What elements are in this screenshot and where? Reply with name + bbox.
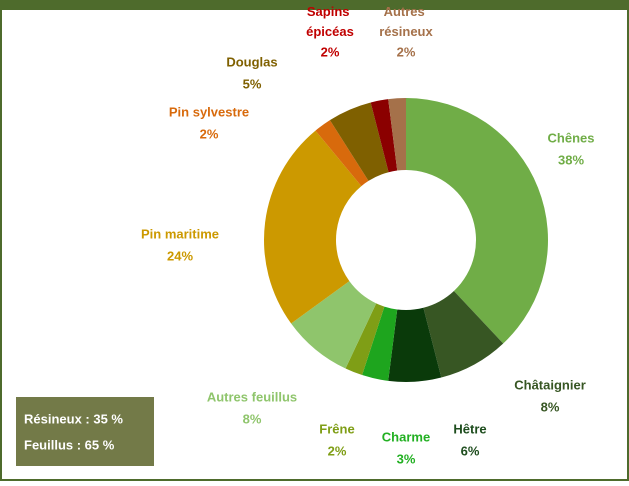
slice-value-label: 38% [558, 152, 584, 167]
donut-slice [370, 99, 398, 173]
slice-value-label: 3% [397, 451, 416, 466]
donut-slice [388, 307, 442, 382]
slice-value-label: 2% [397, 44, 416, 59]
donut-slice [423, 291, 504, 378]
slice-label: Autres feuillus [207, 389, 297, 404]
donut-slice [264, 130, 362, 324]
slice-value-label: 2% [321, 44, 340, 59]
donut-slice [329, 102, 389, 181]
slice-value-label: 5% [243, 76, 262, 91]
slice-value-label: 2% [200, 126, 219, 141]
slice-value-label: 8% [243, 411, 262, 426]
donut-slice [362, 306, 398, 381]
donut-slice [406, 98, 548, 344]
summary-text: Feuillus : 65 % [24, 437, 115, 452]
donut-slice [315, 120, 369, 187]
slice-label: Châtaignier [514, 377, 586, 392]
slice-value-label: 2% [328, 443, 347, 458]
donut-slice [291, 281, 377, 369]
header-bar [0, 0, 629, 9]
slice-value-label: 8% [541, 399, 560, 414]
summary-text: Résineux : 35 % [24, 411, 123, 426]
slice-label: Hêtre [453, 421, 486, 436]
slice-label: Autres résineux [379, 4, 433, 39]
slice-label: Pin sylvestre [169, 104, 249, 119]
slice-label: Sapins épicéas [306, 4, 354, 39]
donut-slice [345, 303, 385, 376]
slice-label: Chênes [548, 130, 595, 145]
slice-label: Douglas [226, 54, 277, 69]
slice-label: Charme [382, 429, 430, 444]
slice-label: Pin maritime [141, 226, 219, 241]
slice-value-label: 24% [167, 248, 193, 263]
slice-label: Frêne [319, 421, 354, 436]
slice-value-label: 6% [461, 443, 480, 458]
summary-box [16, 397, 154, 466]
donut-slice [388, 98, 406, 171]
